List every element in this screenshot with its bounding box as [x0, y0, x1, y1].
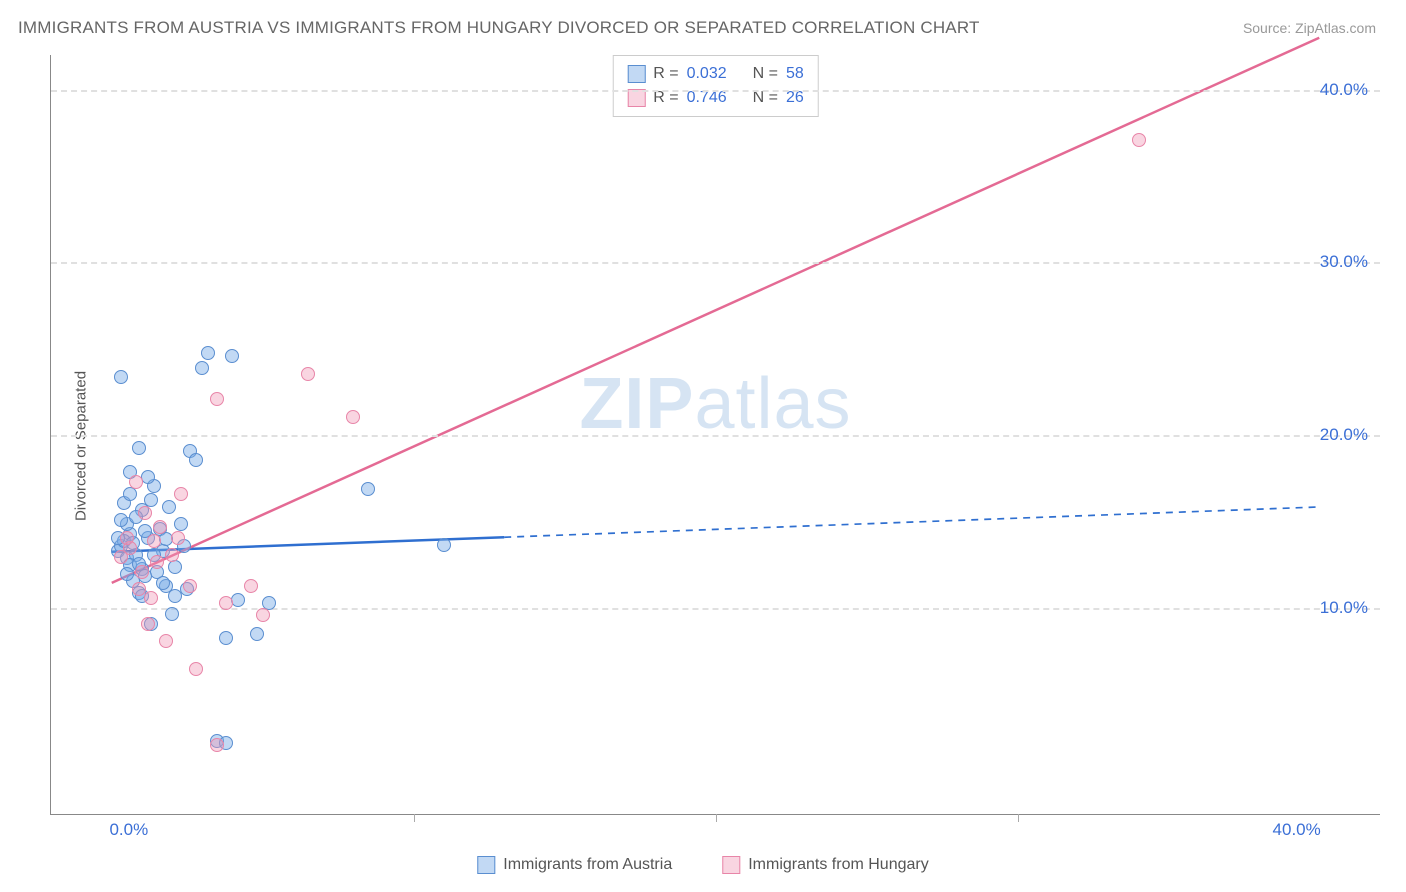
data-point [156, 576, 170, 590]
data-point [219, 596, 233, 610]
data-point [346, 410, 360, 424]
correlation-legend: R =0.032N =58R =0.746N =26 [612, 55, 819, 117]
legend-swatch [477, 856, 495, 874]
data-point [147, 534, 161, 548]
series-legend-item: Immigrants from Hungary [722, 856, 929, 874]
data-point [210, 738, 224, 752]
data-point [150, 555, 164, 569]
data-point [168, 560, 182, 574]
source-label: Source: [1243, 20, 1291, 36]
x-tick-label: 0.0% [109, 820, 148, 840]
series-legend-label: Immigrants from Austria [503, 856, 672, 874]
legend-row: R = 0.032 N = 58 [627, 62, 804, 86]
data-point [183, 579, 197, 593]
data-point [165, 548, 179, 562]
data-point [189, 662, 203, 676]
source-value: ZipAtlas.com [1295, 20, 1376, 36]
data-point [231, 593, 245, 607]
legend-n-label: N = [753, 62, 778, 86]
data-point [174, 487, 188, 501]
data-point [123, 487, 137, 501]
x-tick-label: 40.0% [1273, 820, 1321, 840]
source-attribution: Source: ZipAtlas.com [1243, 20, 1376, 36]
data-point [162, 500, 176, 514]
x-tick [414, 814, 415, 822]
legend-r-label: R = [653, 62, 678, 86]
data-point [361, 482, 375, 496]
x-tick [1018, 814, 1019, 822]
scatter-plot: ZIPatlas R =0.032N =58R =0.746N =26 10.0… [50, 55, 1380, 815]
data-point [129, 475, 143, 489]
regression-line-dashed [504, 507, 1319, 537]
data-point [153, 520, 167, 534]
gridline [51, 435, 1380, 437]
data-point [437, 538, 451, 552]
legend-n-value: 58 [786, 62, 804, 86]
data-point [159, 634, 173, 648]
data-point [201, 346, 215, 360]
y-tick-label: 40.0% [1320, 80, 1368, 100]
data-point [132, 441, 146, 455]
data-point [120, 531, 134, 545]
x-tick [716, 814, 717, 822]
gridline [51, 262, 1380, 264]
series-legend-label: Immigrants from Hungary [748, 856, 929, 874]
data-point [301, 367, 315, 381]
data-point [114, 513, 128, 527]
legend-swatch [627, 89, 645, 107]
legend-r-value: 0.032 [687, 62, 727, 86]
data-point [141, 617, 155, 631]
series-legend-item: Immigrants from Austria [477, 856, 672, 874]
legend-swatch [722, 856, 740, 874]
data-point [144, 493, 158, 507]
data-point [171, 531, 185, 545]
data-point [132, 582, 146, 596]
data-point [210, 392, 224, 406]
gridline [51, 608, 1380, 610]
data-point [144, 591, 158, 605]
data-point [174, 517, 188, 531]
data-point [120, 567, 134, 581]
data-point [244, 579, 258, 593]
y-tick-label: 20.0% [1320, 425, 1368, 445]
data-point [138, 506, 152, 520]
series-legend: Immigrants from Austria Immigrants from H… [477, 856, 928, 874]
gridline [51, 90, 1380, 92]
data-point [250, 627, 264, 641]
data-point [225, 349, 239, 363]
data-point [189, 453, 203, 467]
legend-swatch [627, 65, 645, 83]
data-point [1132, 133, 1146, 147]
data-point [135, 565, 149, 579]
y-tick-label: 30.0% [1320, 252, 1368, 272]
data-point [114, 370, 128, 384]
data-point [165, 607, 179, 621]
chart-title: IMMIGRANTS FROM AUSTRIA VS IMMIGRANTS FR… [18, 18, 980, 38]
data-point [256, 608, 270, 622]
regression-line-solid [112, 38, 1320, 583]
data-point [141, 470, 155, 484]
data-point [219, 631, 233, 645]
data-point [195, 361, 209, 375]
y-tick-label: 10.0% [1320, 598, 1368, 618]
